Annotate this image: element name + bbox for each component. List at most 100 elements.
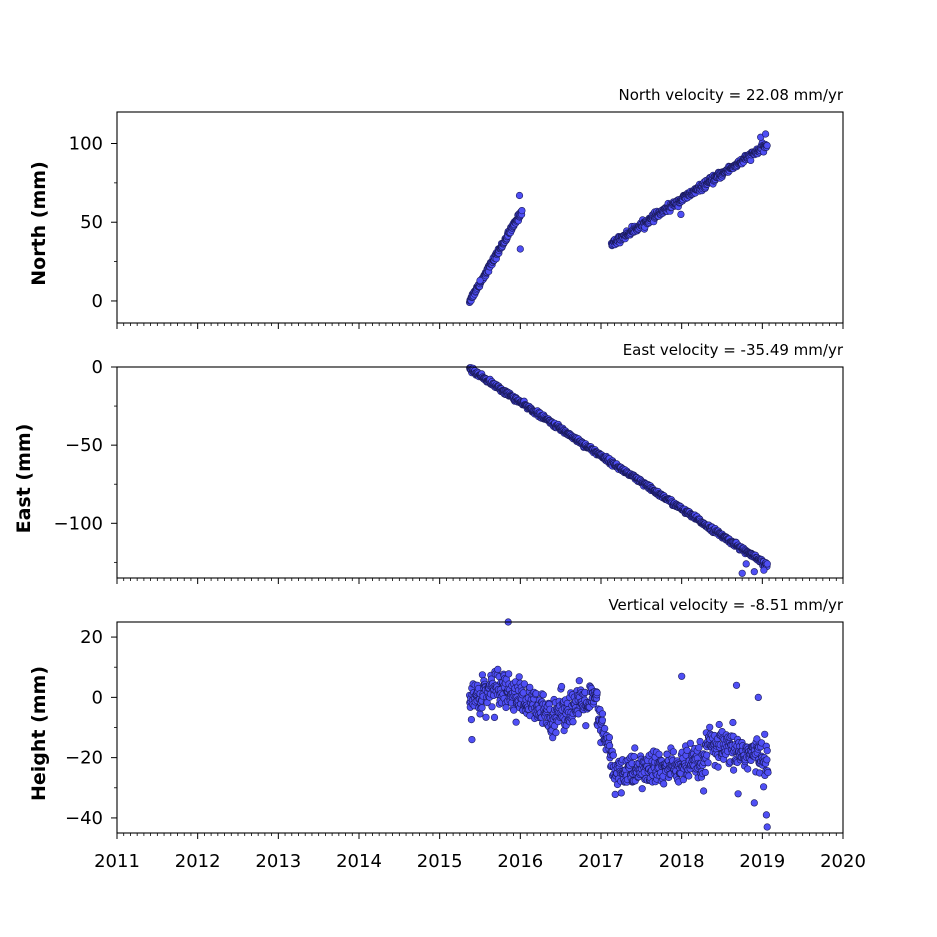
x-tick-label: 2020	[820, 851, 866, 872]
x-tick-label: 2017	[578, 851, 624, 872]
data-point	[557, 682, 566, 691]
data-point	[526, 683, 534, 692]
data-point	[638, 785, 646, 793]
data-point	[701, 768, 709, 777]
data-point	[759, 783, 768, 791]
data-point	[617, 789, 625, 797]
data-point	[490, 713, 499, 722]
data-point	[763, 823, 771, 831]
panel-1: 0 −50 −100 East velocity = -35.49 mm/yr East…	[13, 341, 844, 584]
data-point	[762, 811, 771, 819]
data-point	[539, 691, 547, 699]
data-point	[609, 751, 617, 759]
data-point	[631, 744, 639, 752]
data-point	[763, 747, 771, 755]
data-point	[686, 739, 695, 747]
data-point	[478, 671, 487, 679]
axes-frame	[116, 111, 844, 324]
data-point	[683, 746, 691, 755]
data-point	[754, 693, 762, 702]
data-point	[732, 681, 741, 689]
data-point	[516, 245, 524, 253]
data-point	[611, 790, 619, 799]
data-point	[512, 718, 520, 726]
data-point	[734, 790, 742, 798]
data-points	[466, 130, 771, 307]
data-point	[742, 560, 750, 568]
data-points	[466, 364, 771, 577]
data-point	[763, 141, 771, 150]
data-point	[601, 724, 609, 733]
data-point	[549, 734, 557, 742]
data-point	[510, 706, 518, 714]
x-tick-label: 2016	[497, 851, 543, 872]
data-point	[703, 751, 711, 759]
data-point	[761, 130, 770, 138]
data-point	[744, 765, 752, 773]
data-point	[696, 737, 704, 746]
data-point	[655, 750, 663, 758]
data-point	[515, 673, 523, 681]
data-point	[750, 799, 758, 807]
data-point	[502, 703, 510, 712]
data-points	[466, 618, 772, 831]
data-point	[518, 207, 526, 215]
data-point	[677, 210, 685, 218]
data-point	[575, 677, 583, 685]
data-point	[515, 191, 524, 200]
y-tick-label: −40	[65, 808, 103, 829]
data-point	[678, 672, 686, 680]
x-tick-label: 2018	[659, 851, 705, 872]
y-tick-label: 100	[69, 133, 103, 154]
data-point	[764, 768, 772, 777]
data-point	[494, 665, 502, 674]
y-tick-label: −50	[65, 435, 103, 456]
data-point	[660, 780, 668, 788]
y-tick-label: −20	[65, 748, 103, 769]
x-tick-label: 2014	[336, 851, 382, 872]
data-point	[706, 723, 714, 731]
y-tick-label: 0	[92, 687, 103, 708]
x-tick-label: 2015	[417, 851, 463, 872]
y-tick-label: 0	[92, 357, 103, 378]
data-point	[763, 560, 771, 568]
data-point	[630, 752, 638, 761]
data-point	[738, 569, 746, 577]
data-point	[699, 787, 708, 795]
data-point	[750, 568, 758, 576]
data-point	[760, 566, 768, 574]
data-point	[598, 710, 607, 718]
data-point	[520, 680, 529, 688]
panel-title: East velocity = -35.49 mm/yr	[623, 341, 844, 359]
data-point	[598, 716, 607, 724]
x-tick-label: 2011	[94, 851, 140, 872]
data-point	[714, 763, 722, 771]
data-point	[695, 744, 703, 752]
y-tick-label: 20	[80, 627, 103, 648]
data-point	[704, 759, 712, 767]
data-point	[753, 735, 761, 743]
y-axis-label: North (mm)	[28, 161, 50, 286]
data-point	[467, 715, 476, 724]
data-point	[574, 710, 583, 718]
data-point	[669, 748, 678, 756]
data-point	[729, 718, 737, 727]
data-point	[729, 766, 738, 774]
data-point	[488, 703, 496, 711]
y-axis-label: Height (mm)	[28, 666, 50, 801]
data-point	[552, 728, 560, 737]
y-axis-label: East (mm)	[13, 424, 35, 534]
x-tick-label: 2012	[175, 851, 221, 872]
data-point	[605, 733, 614, 742]
data-point	[519, 689, 527, 697]
data-point	[476, 276, 484, 285]
y-tick-label: −100	[54, 513, 103, 534]
panel-title: Vertical velocity = -8.51 mm/yr	[608, 596, 843, 614]
data-point	[685, 772, 693, 780]
data-point	[715, 720, 723, 729]
axes-frame	[116, 621, 844, 834]
data-point	[505, 670, 513, 678]
data-point	[761, 730, 769, 738]
panel-0: 0 50 100 North velocity = 22.08 mm/yr North …	[28, 86, 844, 329]
